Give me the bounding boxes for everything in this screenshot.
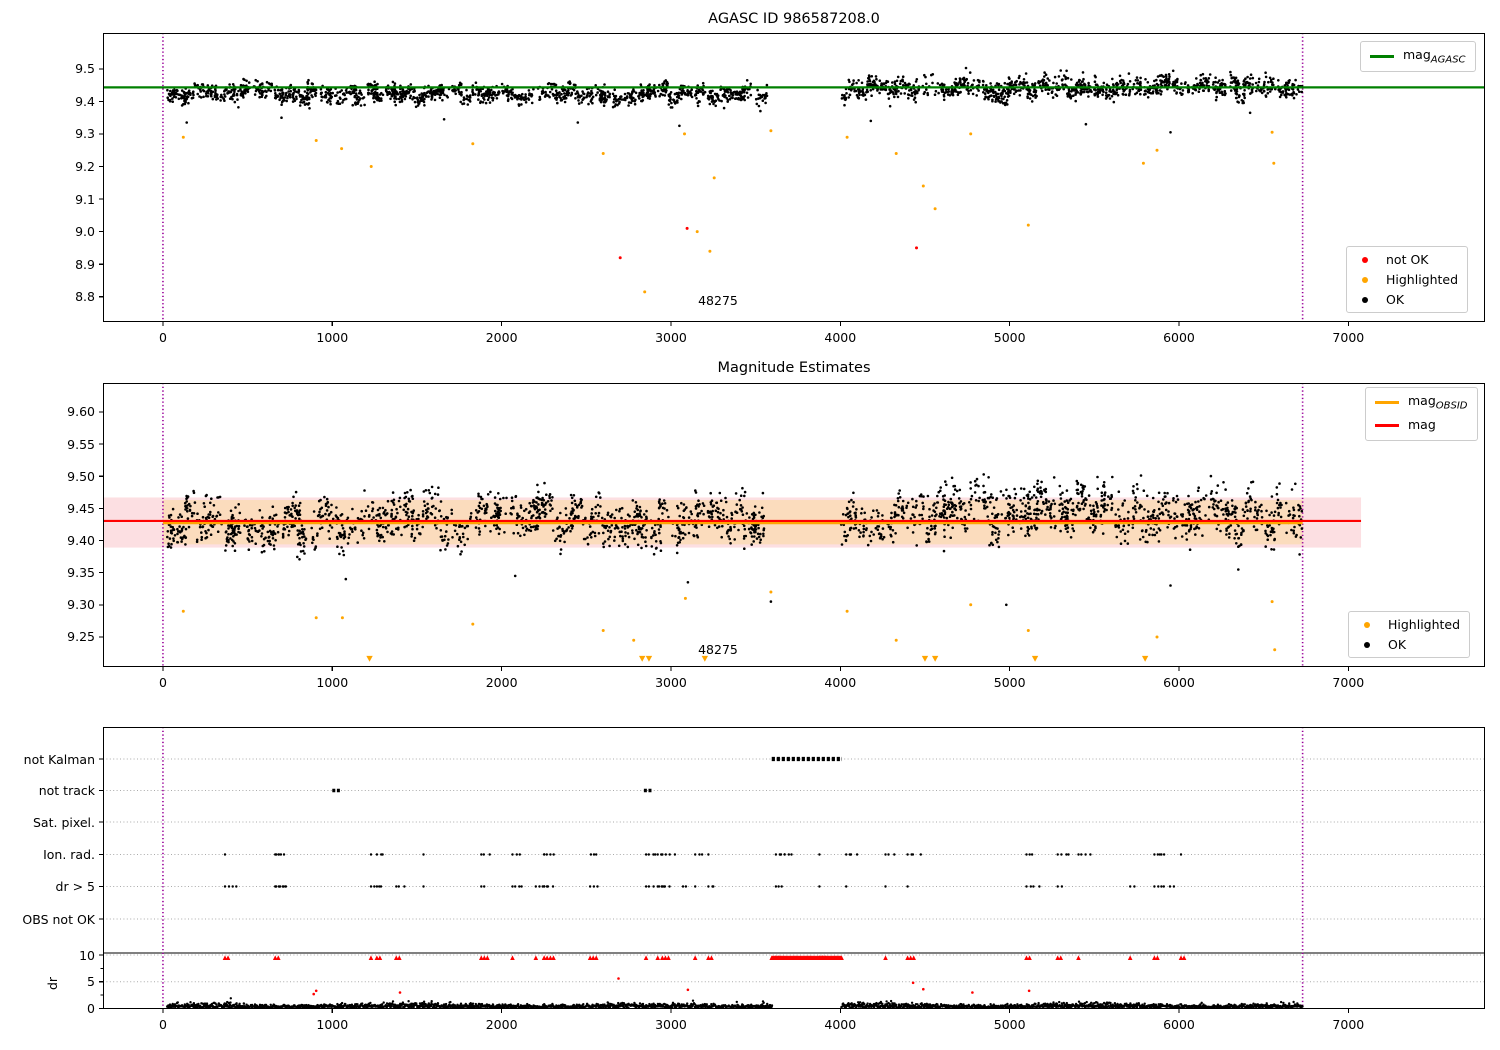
plot1-points-not-ok [618, 226, 919, 260]
plot1-points-ok-low [185, 111, 1252, 134]
legend-label: OK [1386, 292, 1405, 307]
x-tick-label: 4000 [824, 1017, 857, 1032]
y-tick-label: 9.35 [67, 565, 95, 581]
legend-label: magOBSID [1408, 393, 1468, 412]
y-tick-label: 8.9 [75, 256, 95, 272]
y-tick-label: 9.25 [67, 629, 95, 645]
x-tick-label: 3000 [655, 330, 687, 345]
x-tick-label: 1000 [316, 330, 349, 345]
legend-label: Highlighted [1388, 617, 1461, 632]
x-tick-label: 2000 [485, 330, 518, 345]
x-tick-label: 7000 [1332, 675, 1365, 690]
red-dot-sample [1362, 256, 1368, 263]
plot2-legend-markers: Highlighted OK [1348, 611, 1471, 658]
flag-row-label: Sat. pixel. [33, 814, 95, 830]
x-tick-label: 4000 [824, 330, 857, 345]
plot3-dr-trace [166, 997, 1304, 1009]
plot1-title: AGASC ID 986587208.0 [708, 11, 880, 27]
x-tick-label: 6000 [1163, 330, 1195, 345]
y-tick-label: 9.1 [75, 191, 95, 207]
x-tick-label: 1000 [316, 1017, 349, 1032]
plot3-red-clipped-markers [222, 955, 1187, 960]
flag-row-label: dr > 5 [55, 879, 95, 894]
dr-tick-label: 10 [79, 947, 95, 963]
green-line-sample [1370, 54, 1394, 58]
flag-row-label: not Kalman [23, 751, 95, 767]
plot3-red-outliers [312, 977, 1031, 996]
orange-dot-sample [1362, 276, 1368, 283]
flag-row-label: Ion. rad. [43, 847, 95, 862]
x-tick-label: 5000 [993, 330, 1026, 345]
x-tick-label: 7000 [1332, 330, 1365, 345]
orange-dot-sample [1364, 621, 1370, 628]
legend-entry-mag-obsid: magOBSID [1375, 393, 1468, 412]
plot2-points-ok [166, 473, 1304, 561]
legend-entry-mag: mag [1375, 417, 1468, 436]
plot1-legend-line: magAGASC [1360, 41, 1476, 72]
x-tick-label: 5000 [993, 1017, 1026, 1032]
plot2-points-highlighted [181, 590, 1277, 652]
legend-label: Highlighted [1386, 272, 1459, 287]
y-tick-label: 9.0 [75, 224, 95, 240]
x-tick-label: 5000 [993, 675, 1026, 690]
x-tick-label: 4000 [824, 675, 857, 690]
x-tick-label: 6000 [1163, 675, 1195, 690]
dr-tick-label: 5 [87, 974, 95, 990]
y-tick-label: 9.3 [75, 126, 95, 142]
legend-label: magAGASC [1403, 47, 1466, 66]
legend-label: not OK [1386, 252, 1429, 267]
orange-line-sample [1375, 400, 1399, 404]
plot1-points-highlighted [181, 129, 1276, 294]
plot2-title: Magnitude Estimates [717, 360, 871, 376]
y-tick-label: 8.8 [75, 289, 95, 305]
plot2-legend-lines: magOBSID mag [1365, 387, 1478, 441]
plot1-legend-markers: not OK Highlighted OK [1346, 246, 1469, 313]
x-tick-label: 2000 [485, 675, 518, 690]
legend-entry-not-ok: not OK [1356, 252, 1458, 267]
dr-tick-label: 0 [87, 1001, 95, 1016]
x-tick-label: 0 [158, 675, 167, 690]
x-tick-label: 2000 [485, 1017, 518, 1032]
x-tick-label: 3000 [655, 675, 687, 690]
x-tick-label: 6000 [1163, 1017, 1195, 1032]
legend-entry-ok: OK [1358, 637, 1460, 652]
flag-row-label: not track [38, 783, 95, 798]
x-tick-label: 1000 [316, 675, 349, 690]
y-tick-label: 9.2 [75, 159, 95, 174]
y-tick-label: 9.50 [67, 468, 95, 484]
plot1-annotation: 48275 [698, 293, 738, 308]
y-tick-label: 9.30 [67, 597, 95, 613]
y-tick-label: 9.40 [67, 533, 95, 549]
black-dot-sample [1364, 641, 1370, 648]
y-tick-label: 9.4 [75, 93, 95, 109]
legend-entry-mag-agasc: magAGASC [1370, 47, 1466, 66]
x-tick-label: 7000 [1332, 1017, 1365, 1032]
plot1-frame [103, 33, 1485, 322]
flag-row-label: OBS not OK [22, 911, 95, 927]
plot2-points-ok-low [344, 568, 1240, 607]
red-line-sample [1375, 424, 1399, 428]
x-tick-label: 0 [158, 330, 167, 345]
legend-label: mag [1408, 416, 1436, 432]
x-tick-label: 3000 [655, 1017, 687, 1032]
y-tick-label: 9.45 [67, 500, 95, 516]
plot3-frame [103, 727, 1485, 1009]
plot2-frame [103, 383, 1485, 667]
y-tick-label: 9.55 [67, 436, 95, 452]
y-tick-label: 9.60 [67, 404, 95, 420]
plot2-annotation: 48275 [698, 642, 738, 657]
y-tick-label: 9.5 [75, 61, 95, 77]
legend-label: OK [1388, 637, 1407, 652]
black-dot-sample [1362, 296, 1368, 303]
x-tick-label: 0 [158, 1017, 167, 1032]
legend-entry-ok: OK [1356, 292, 1458, 307]
plot1-points-ok [166, 66, 1304, 113]
legend-entry-highlighted: Highlighted [1358, 617, 1460, 632]
legend-entry-highlighted: Highlighted [1356, 272, 1458, 287]
